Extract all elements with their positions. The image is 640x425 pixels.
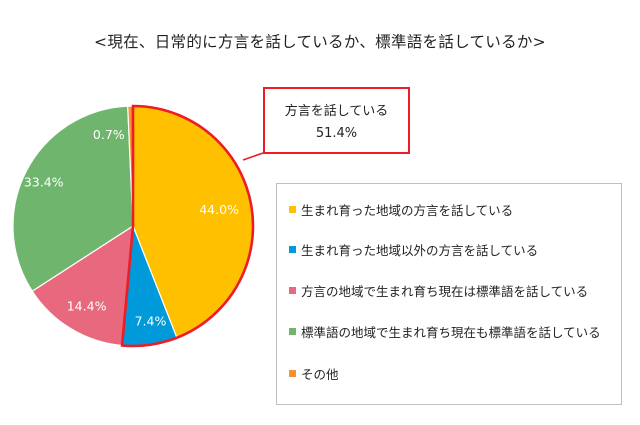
legend-swatch: [289, 206, 296, 213]
callout-value: 51.4%: [315, 126, 358, 141]
legend-label: 標準語の地域で生まれ育ち現在も標準語を話している: [301, 325, 601, 340]
slice-label-1: 44.0%: [199, 202, 239, 217]
legend-swatch: [289, 370, 296, 377]
legend-swatch: [289, 287, 296, 294]
pie-slice-4: [12, 105, 134, 292]
legend-item-3: 方言の地域で生まれ育ち現在は標準語を話している: [289, 281, 588, 300]
slice-label-2: 7.4%: [135, 314, 167, 329]
legend-item-4: 標準語の地域で生まれ育ち現在も標準語を話している: [289, 322, 601, 341]
slice-label-3: 14.4%: [67, 299, 107, 314]
pie-slice-3: [31, 224, 134, 347]
callout-leader-line: [242, 152, 264, 161]
legend-item-2: 生まれ育った地域以外の方言を話している: [289, 240, 538, 259]
legend-item-5: その他: [289, 364, 339, 383]
legend-item-1: 生まれ育った地域の方言を話している: [289, 200, 513, 219]
legend-label: 生まれ育った地域以外の方言を話している: [301, 243, 539, 258]
chart-title: <現在、日常的に方言を話しているか、標準語を話しているか>: [94, 33, 546, 51]
dialect-group-outline: [120, 104, 255, 348]
legend-label: 方言の地域で生まれ育ち現在は標準語を話している: [301, 284, 589, 299]
legend-swatch: [289, 246, 296, 253]
callout-box: 方言を話している 51.4%: [263, 87, 410, 154]
slice-label-5: 0.7%: [93, 127, 125, 142]
legend-label: 生まれ育った地域の方言を話している: [301, 203, 514, 218]
legend: 生まれ育った地域の方言を話している生まれ育った地域以外の方言を話している方言の地…: [276, 183, 622, 405]
callout-label: 方言を話している: [284, 104, 389, 119]
slice-label-4: 33.4%: [24, 175, 64, 190]
legend-label: その他: [301, 367, 339, 382]
legend-swatch: [289, 328, 296, 335]
